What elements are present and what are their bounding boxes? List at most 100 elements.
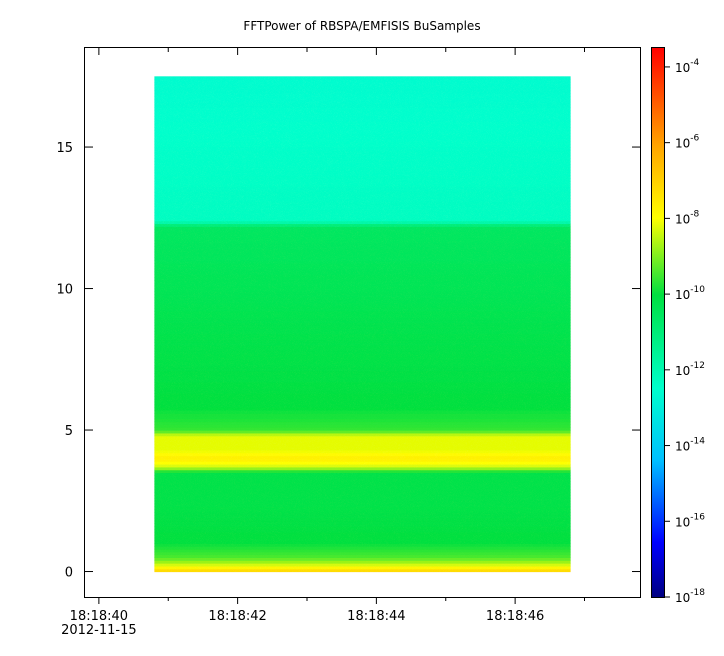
spectrogram-band bbox=[154, 495, 571, 499]
spectrogram-band bbox=[154, 497, 571, 502]
spectrogram-band bbox=[154, 413, 571, 417]
spectrogram-band bbox=[154, 500, 571, 505]
spectrogram-band bbox=[154, 478, 571, 482]
spectrogram-band bbox=[154, 195, 571, 199]
spectrogram-band bbox=[154, 384, 571, 389]
spectrogram-band bbox=[154, 104, 571, 109]
spectrogram-band bbox=[154, 294, 571, 298]
spectrogram-band bbox=[154, 356, 571, 360]
spectrogram-band bbox=[154, 87, 571, 92]
spectrogram-band bbox=[154, 161, 571, 165]
spectrogram-band bbox=[154, 234, 571, 239]
spectrogram-band bbox=[154, 447, 571, 451]
spectrogram-band bbox=[154, 503, 571, 508]
spectrogram-band bbox=[154, 203, 571, 208]
spectrogram-band bbox=[154, 81, 571, 86]
spectrogram-band bbox=[154, 410, 571, 414]
spectrogram-band bbox=[154, 336, 571, 341]
spectrogram-band bbox=[154, 96, 571, 100]
spectrogram-band bbox=[154, 347, 571, 352]
spectrogram-band bbox=[154, 186, 571, 191]
spectrogram-band bbox=[154, 93, 571, 97]
spectrogram-band bbox=[154, 489, 571, 493]
spectrogram-band bbox=[154, 359, 571, 363]
spectrogram-band bbox=[154, 512, 571, 516]
spectrogram-band bbox=[154, 240, 571, 244]
spectrogram-band bbox=[154, 427, 571, 431]
spectrogram-band bbox=[154, 291, 571, 295]
spectrogram-band bbox=[154, 325, 571, 329]
y-axis: 0 5 10 15 bbox=[56, 141, 640, 581]
spectrogram-band bbox=[154, 229, 571, 233]
spectrogram-band bbox=[154, 263, 571, 267]
spectrogram-band bbox=[154, 257, 571, 261]
spectrogram-band bbox=[154, 452, 571, 457]
spectrogram-band bbox=[154, 339, 571, 343]
colorbar-tick-label: 10-18 bbox=[675, 588, 705, 605]
spectrogram-band bbox=[154, 90, 571, 94]
colorbar-tick-label: 10-8 bbox=[675, 209, 700, 226]
spectrogram-band bbox=[154, 393, 571, 397]
spectrogram-band bbox=[154, 548, 571, 553]
spectrogram-band bbox=[154, 543, 571, 547]
colorbar-tick-label: 10-12 bbox=[675, 361, 705, 378]
spectrogram-band bbox=[154, 254, 571, 259]
spectrogram-band bbox=[154, 175, 571, 179]
spectrogram-band bbox=[154, 517, 571, 522]
spectrogram-band bbox=[154, 138, 571, 142]
spectrogram-band bbox=[154, 438, 571, 442]
spectrogram-band bbox=[154, 441, 571, 445]
spectrogram-band bbox=[154, 251, 571, 256]
spectrogram-band bbox=[154, 265, 571, 270]
spectrogram-band bbox=[154, 164, 571, 168]
spectrogram-band bbox=[154, 379, 571, 383]
spectrogram-band bbox=[154, 248, 571, 253]
spectrogram-band bbox=[154, 132, 571, 137]
spectrogram-band bbox=[154, 243, 571, 247]
colorbar-tick-label: 10-10 bbox=[675, 285, 705, 302]
colorbar-tick-label: 10-6 bbox=[675, 134, 700, 151]
spectrogram-band bbox=[154, 107, 571, 111]
spectrogram-band bbox=[154, 302, 571, 307]
spectrogram-band bbox=[154, 288, 571, 292]
spectrogram-band bbox=[154, 432, 571, 437]
spectrogram-band bbox=[154, 537, 571, 542]
spectrogram-band bbox=[154, 226, 571, 230]
spectrogram-band bbox=[154, 449, 571, 454]
x-tick-label: 18:18:40 bbox=[70, 609, 128, 624]
spectrogram-band bbox=[154, 529, 571, 533]
spectrogram-band bbox=[154, 319, 571, 324]
spectrogram-band bbox=[154, 274, 571, 278]
spectrogram-band bbox=[154, 350, 571, 355]
spectrogram-band bbox=[154, 231, 571, 236]
spectrogram-band bbox=[154, 220, 571, 225]
spectrogram-band bbox=[154, 353, 571, 358]
spectrogram-band bbox=[154, 387, 571, 392]
spectrogram-band bbox=[154, 152, 571, 157]
spectrogram-band bbox=[154, 110, 571, 114]
spectrogram-band bbox=[154, 98, 571, 103]
spectrogram-band bbox=[154, 455, 571, 459]
spectrogram-band bbox=[154, 147, 571, 151]
spectrogram-band bbox=[154, 565, 571, 570]
spectrogram-band bbox=[154, 418, 571, 423]
spectrogram-image bbox=[154, 76, 571, 573]
spectrogram-band bbox=[154, 101, 571, 106]
spectrogram-band bbox=[154, 554, 571, 558]
spectrogram-band bbox=[154, 237, 571, 242]
spectrogram-band bbox=[154, 523, 571, 527]
spectrogram-band bbox=[154, 330, 571, 335]
spectrogram-band bbox=[154, 178, 571, 182]
spectrogram-band bbox=[154, 461, 571, 465]
spectrogram-band bbox=[154, 76, 571, 80]
spectrogram-band bbox=[154, 135, 571, 140]
x-tick-label: 18:18:46 bbox=[486, 609, 544, 624]
spectrogram-band bbox=[154, 526, 571, 530]
spectrogram-band bbox=[154, 260, 571, 264]
spectrogram-band bbox=[154, 223, 571, 227]
spectrogram-band bbox=[154, 463, 571, 468]
spectrogram-band bbox=[154, 197, 571, 202]
spectrogram-band bbox=[154, 534, 571, 539]
spectrogram-band bbox=[154, 118, 571, 123]
